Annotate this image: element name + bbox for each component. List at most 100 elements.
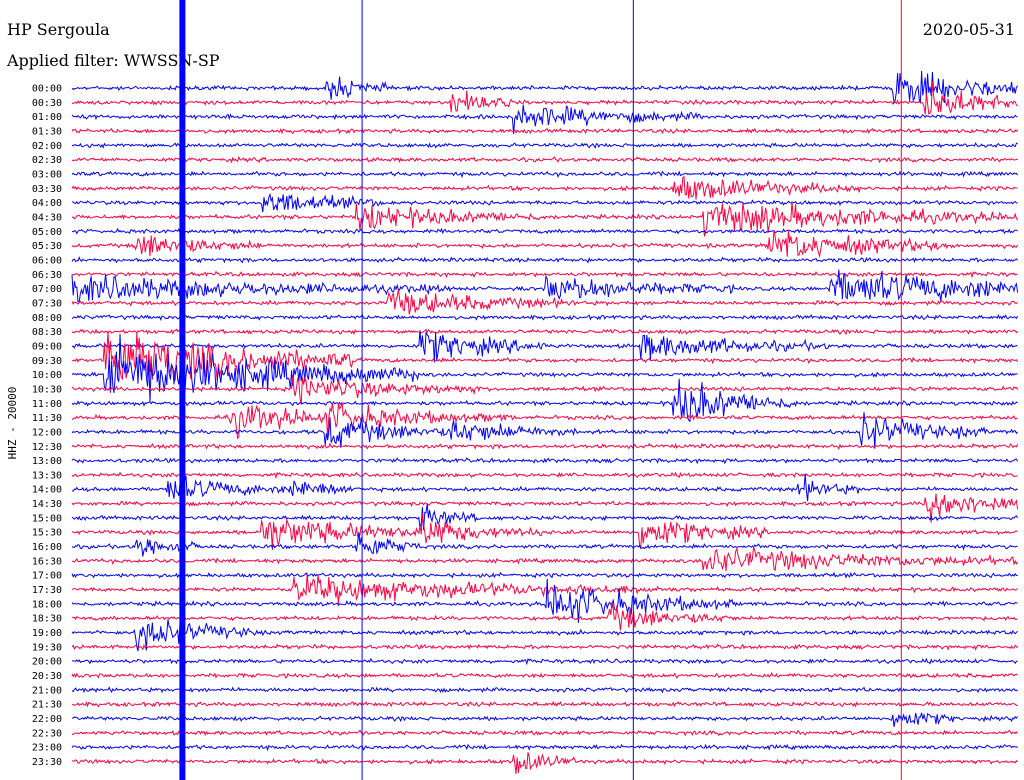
trace-row bbox=[71, 712, 1018, 728]
row-time-label: 22:00 bbox=[32, 714, 62, 725]
row-time-label: 18:30 bbox=[32, 614, 62, 625]
trace-row bbox=[71, 503, 1019, 531]
row-time-label: 21:30 bbox=[32, 700, 62, 711]
trace-row bbox=[71, 729, 1018, 737]
station-title: HP Sergoula bbox=[7, 20, 110, 39]
row-time-label: 01:00 bbox=[32, 112, 62, 123]
trace-row bbox=[71, 229, 1019, 259]
row-time-label: 16:00 bbox=[32, 542, 62, 553]
time-tick-labels: 00:00 00:30 01:00 01:30 02:00 02:30 03:00 03:30… bbox=[32, 84, 62, 769]
trace-row bbox=[71, 671, 1018, 680]
row-time-label: 01:30 bbox=[32, 126, 62, 137]
row-time-label: 17:00 bbox=[32, 571, 62, 582]
row-time-label: 20:30 bbox=[32, 671, 62, 682]
row-time-label: 17:30 bbox=[32, 585, 62, 596]
trace-row bbox=[71, 374, 1019, 405]
trace-row bbox=[71, 270, 1018, 279]
trace-row bbox=[71, 104, 1018, 135]
trace-row bbox=[71, 571, 1018, 579]
trace-row bbox=[71, 457, 1019, 465]
trace-row bbox=[71, 200, 1019, 237]
row-time-label: 08:00 bbox=[32, 313, 62, 324]
row-time-label: 09:30 bbox=[32, 356, 62, 367]
row-time-label: 23:30 bbox=[32, 757, 62, 768]
trace-row bbox=[71, 142, 1018, 149]
row-time-label: 11:30 bbox=[32, 413, 62, 424]
row-time-label: 12:00 bbox=[32, 427, 62, 438]
trace-row bbox=[71, 378, 1018, 423]
row-time-label: 09:00 bbox=[32, 341, 62, 352]
trace-row bbox=[71, 313, 1019, 321]
row-time-label: 13:00 bbox=[32, 456, 62, 467]
row-time-label: 14:00 bbox=[32, 485, 62, 496]
row-time-label: 07:00 bbox=[32, 284, 62, 295]
trace-row bbox=[71, 192, 1018, 213]
trace-row bbox=[71, 227, 1018, 235]
trace-row bbox=[71, 170, 1019, 179]
glitch-spike bbox=[632, 0, 634, 780]
row-time-label: 18:00 bbox=[32, 599, 62, 610]
row-time-label: 20:00 bbox=[32, 657, 62, 668]
trace-layer bbox=[71, 70, 1019, 775]
trace-row bbox=[71, 602, 1018, 631]
trace-row bbox=[71, 473, 1018, 502]
row-time-label: 11:00 bbox=[32, 399, 62, 410]
trace-row bbox=[71, 331, 1019, 386]
date-label: 2020-05-31 bbox=[922, 20, 1015, 39]
row-time-label: 02:30 bbox=[32, 155, 62, 166]
trace-row bbox=[71, 700, 1018, 708]
trace-row bbox=[71, 256, 1018, 264]
trace-row bbox=[71, 289, 1018, 315]
trace-row bbox=[71, 743, 1018, 752]
row-time-label: 08:30 bbox=[32, 327, 62, 338]
row-time-label: 02:00 bbox=[32, 141, 62, 152]
trace-row bbox=[71, 70, 1019, 105]
trace-row bbox=[71, 657, 1018, 666]
trace-row bbox=[71, 401, 1018, 440]
trace-row bbox=[71, 328, 1018, 336]
row-time-label: 10:30 bbox=[32, 384, 62, 395]
trace-row bbox=[72, 546, 1019, 572]
trace-row bbox=[71, 412, 1018, 449]
row-time-label: 04:00 bbox=[32, 198, 62, 209]
trace-row bbox=[71, 471, 1018, 480]
row-time-label: 06:30 bbox=[32, 270, 62, 281]
row-time-label: 15:00 bbox=[32, 513, 62, 524]
trace-row bbox=[71, 442, 1019, 450]
row-time-label: 03:00 bbox=[32, 169, 62, 180]
trace-row bbox=[71, 643, 1018, 651]
glitch-spike bbox=[179, 0, 186, 780]
trace-row bbox=[71, 532, 1018, 557]
row-time-label: 14:30 bbox=[32, 499, 62, 510]
trace-row bbox=[71, 686, 1018, 694]
row-time-label: 13:30 bbox=[32, 470, 62, 481]
trace-row bbox=[71, 330, 1018, 363]
trace-row bbox=[71, 175, 1018, 200]
row-time-label: 22:30 bbox=[32, 728, 62, 739]
row-time-label: 07:30 bbox=[32, 298, 62, 309]
trace-row bbox=[71, 578, 1018, 623]
trace-row bbox=[71, 752, 1018, 775]
row-time-label: 15:30 bbox=[32, 528, 62, 539]
row-time-label: 23:00 bbox=[32, 743, 62, 754]
glitch-spike bbox=[900, 0, 902, 780]
row-time-label: 16:30 bbox=[32, 556, 62, 567]
trace-row bbox=[71, 572, 1018, 604]
row-time-label: 19:30 bbox=[32, 642, 62, 653]
row-time-label: 21:00 bbox=[32, 685, 62, 696]
row-time-label: 04:30 bbox=[32, 212, 62, 223]
row-time-label: 10:00 bbox=[32, 370, 62, 381]
row-time-label: 05:30 bbox=[32, 241, 62, 252]
row-time-label: 06:00 bbox=[32, 255, 62, 266]
trace-row bbox=[71, 333, 1018, 403]
row-time-label: 05:00 bbox=[32, 227, 62, 238]
trace-row bbox=[71, 155, 1018, 164]
filter-subtitle: Applied filter: WWSSN-SP bbox=[7, 51, 220, 70]
y-axis-label: HHZ - 20000 bbox=[6, 387, 19, 460]
row-time-label: 03:30 bbox=[32, 184, 62, 195]
glitch-spike bbox=[361, 0, 363, 780]
row-time-label: 12:30 bbox=[32, 442, 62, 453]
row-time-label: 00:30 bbox=[32, 98, 62, 109]
trace-row bbox=[71, 81, 1018, 115]
